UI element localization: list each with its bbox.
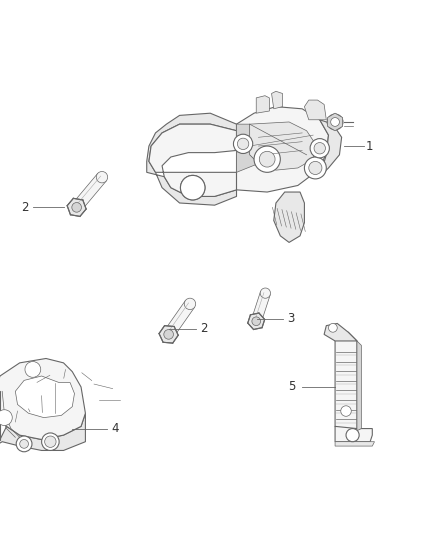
Text: 3: 3 bbox=[287, 312, 295, 325]
Polygon shape bbox=[324, 324, 357, 341]
Polygon shape bbox=[164, 301, 194, 338]
Circle shape bbox=[327, 114, 343, 130]
Polygon shape bbox=[149, 124, 237, 197]
Circle shape bbox=[184, 298, 196, 310]
Circle shape bbox=[310, 139, 329, 158]
Circle shape bbox=[72, 203, 81, 212]
Polygon shape bbox=[72, 174, 106, 211]
Circle shape bbox=[185, 180, 201, 196]
Polygon shape bbox=[237, 107, 328, 192]
Circle shape bbox=[16, 436, 32, 452]
Circle shape bbox=[328, 324, 337, 332]
Polygon shape bbox=[335, 426, 372, 442]
Polygon shape bbox=[15, 376, 74, 418]
Polygon shape bbox=[0, 359, 85, 440]
Circle shape bbox=[346, 429, 359, 442]
Circle shape bbox=[259, 151, 275, 167]
Polygon shape bbox=[0, 413, 85, 450]
Circle shape bbox=[45, 436, 56, 447]
Circle shape bbox=[180, 175, 205, 200]
Polygon shape bbox=[248, 313, 265, 329]
Circle shape bbox=[96, 172, 108, 183]
Text: 4: 4 bbox=[112, 422, 119, 435]
Text: 2: 2 bbox=[200, 322, 208, 335]
Circle shape bbox=[237, 138, 249, 150]
Text: 5: 5 bbox=[288, 381, 296, 393]
Circle shape bbox=[25, 361, 41, 377]
Circle shape bbox=[260, 288, 271, 298]
Circle shape bbox=[304, 157, 326, 179]
Circle shape bbox=[164, 329, 173, 339]
Circle shape bbox=[42, 433, 59, 450]
Polygon shape bbox=[357, 341, 361, 431]
Polygon shape bbox=[251, 292, 270, 323]
Polygon shape bbox=[147, 113, 237, 205]
Circle shape bbox=[0, 410, 12, 425]
Text: 1: 1 bbox=[366, 140, 373, 152]
Polygon shape bbox=[272, 91, 283, 109]
Circle shape bbox=[20, 440, 28, 448]
Polygon shape bbox=[320, 120, 342, 177]
Polygon shape bbox=[67, 198, 86, 216]
Circle shape bbox=[309, 161, 322, 174]
Polygon shape bbox=[274, 192, 304, 243]
Circle shape bbox=[314, 142, 325, 154]
Polygon shape bbox=[237, 124, 258, 172]
Text: 2: 2 bbox=[21, 201, 28, 214]
Circle shape bbox=[233, 134, 253, 154]
Circle shape bbox=[254, 146, 280, 172]
Circle shape bbox=[252, 317, 261, 326]
Polygon shape bbox=[250, 122, 315, 170]
Circle shape bbox=[180, 175, 205, 200]
Polygon shape bbox=[256, 96, 269, 113]
Polygon shape bbox=[304, 100, 326, 120]
Polygon shape bbox=[328, 113, 343, 131]
Circle shape bbox=[331, 118, 339, 126]
Polygon shape bbox=[335, 332, 357, 435]
Circle shape bbox=[341, 406, 351, 416]
Polygon shape bbox=[335, 442, 374, 446]
Polygon shape bbox=[159, 326, 178, 343]
